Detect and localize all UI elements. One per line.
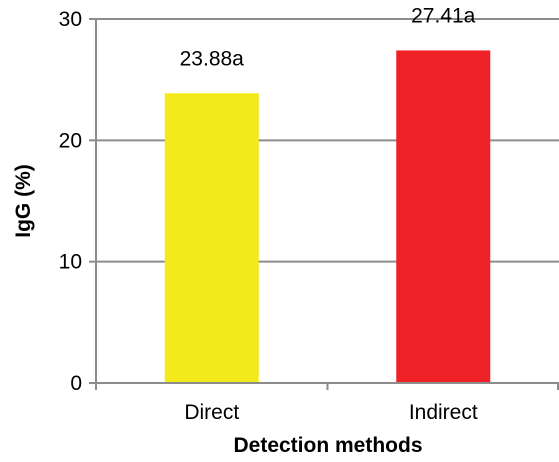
y-tick-label: 10 bbox=[59, 251, 82, 274]
data-label-direct: 23.88a bbox=[180, 47, 245, 70]
axes bbox=[89, 18, 559, 390]
y-tick-label: 20 bbox=[59, 129, 82, 152]
labels: 0 10 20 30 23.88a Direct 27.41a Indirect bbox=[59, 4, 478, 424]
y-axis-title: IgG (%) bbox=[12, 164, 35, 238]
y-tick-label: 30 bbox=[59, 8, 82, 31]
data-label-indirect: 27.41a bbox=[411, 4, 476, 27]
y-tick-label: 0 bbox=[70, 372, 82, 395]
bar-indirect bbox=[396, 50, 491, 384]
bar-direct bbox=[164, 93, 259, 384]
x-tick-label-direct: Direct bbox=[184, 401, 239, 424]
x-tick-label-indirect: Indirect bbox=[409, 401, 478, 424]
bars bbox=[164, 50, 491, 384]
x-axis-title: Detection methods bbox=[233, 434, 422, 457]
